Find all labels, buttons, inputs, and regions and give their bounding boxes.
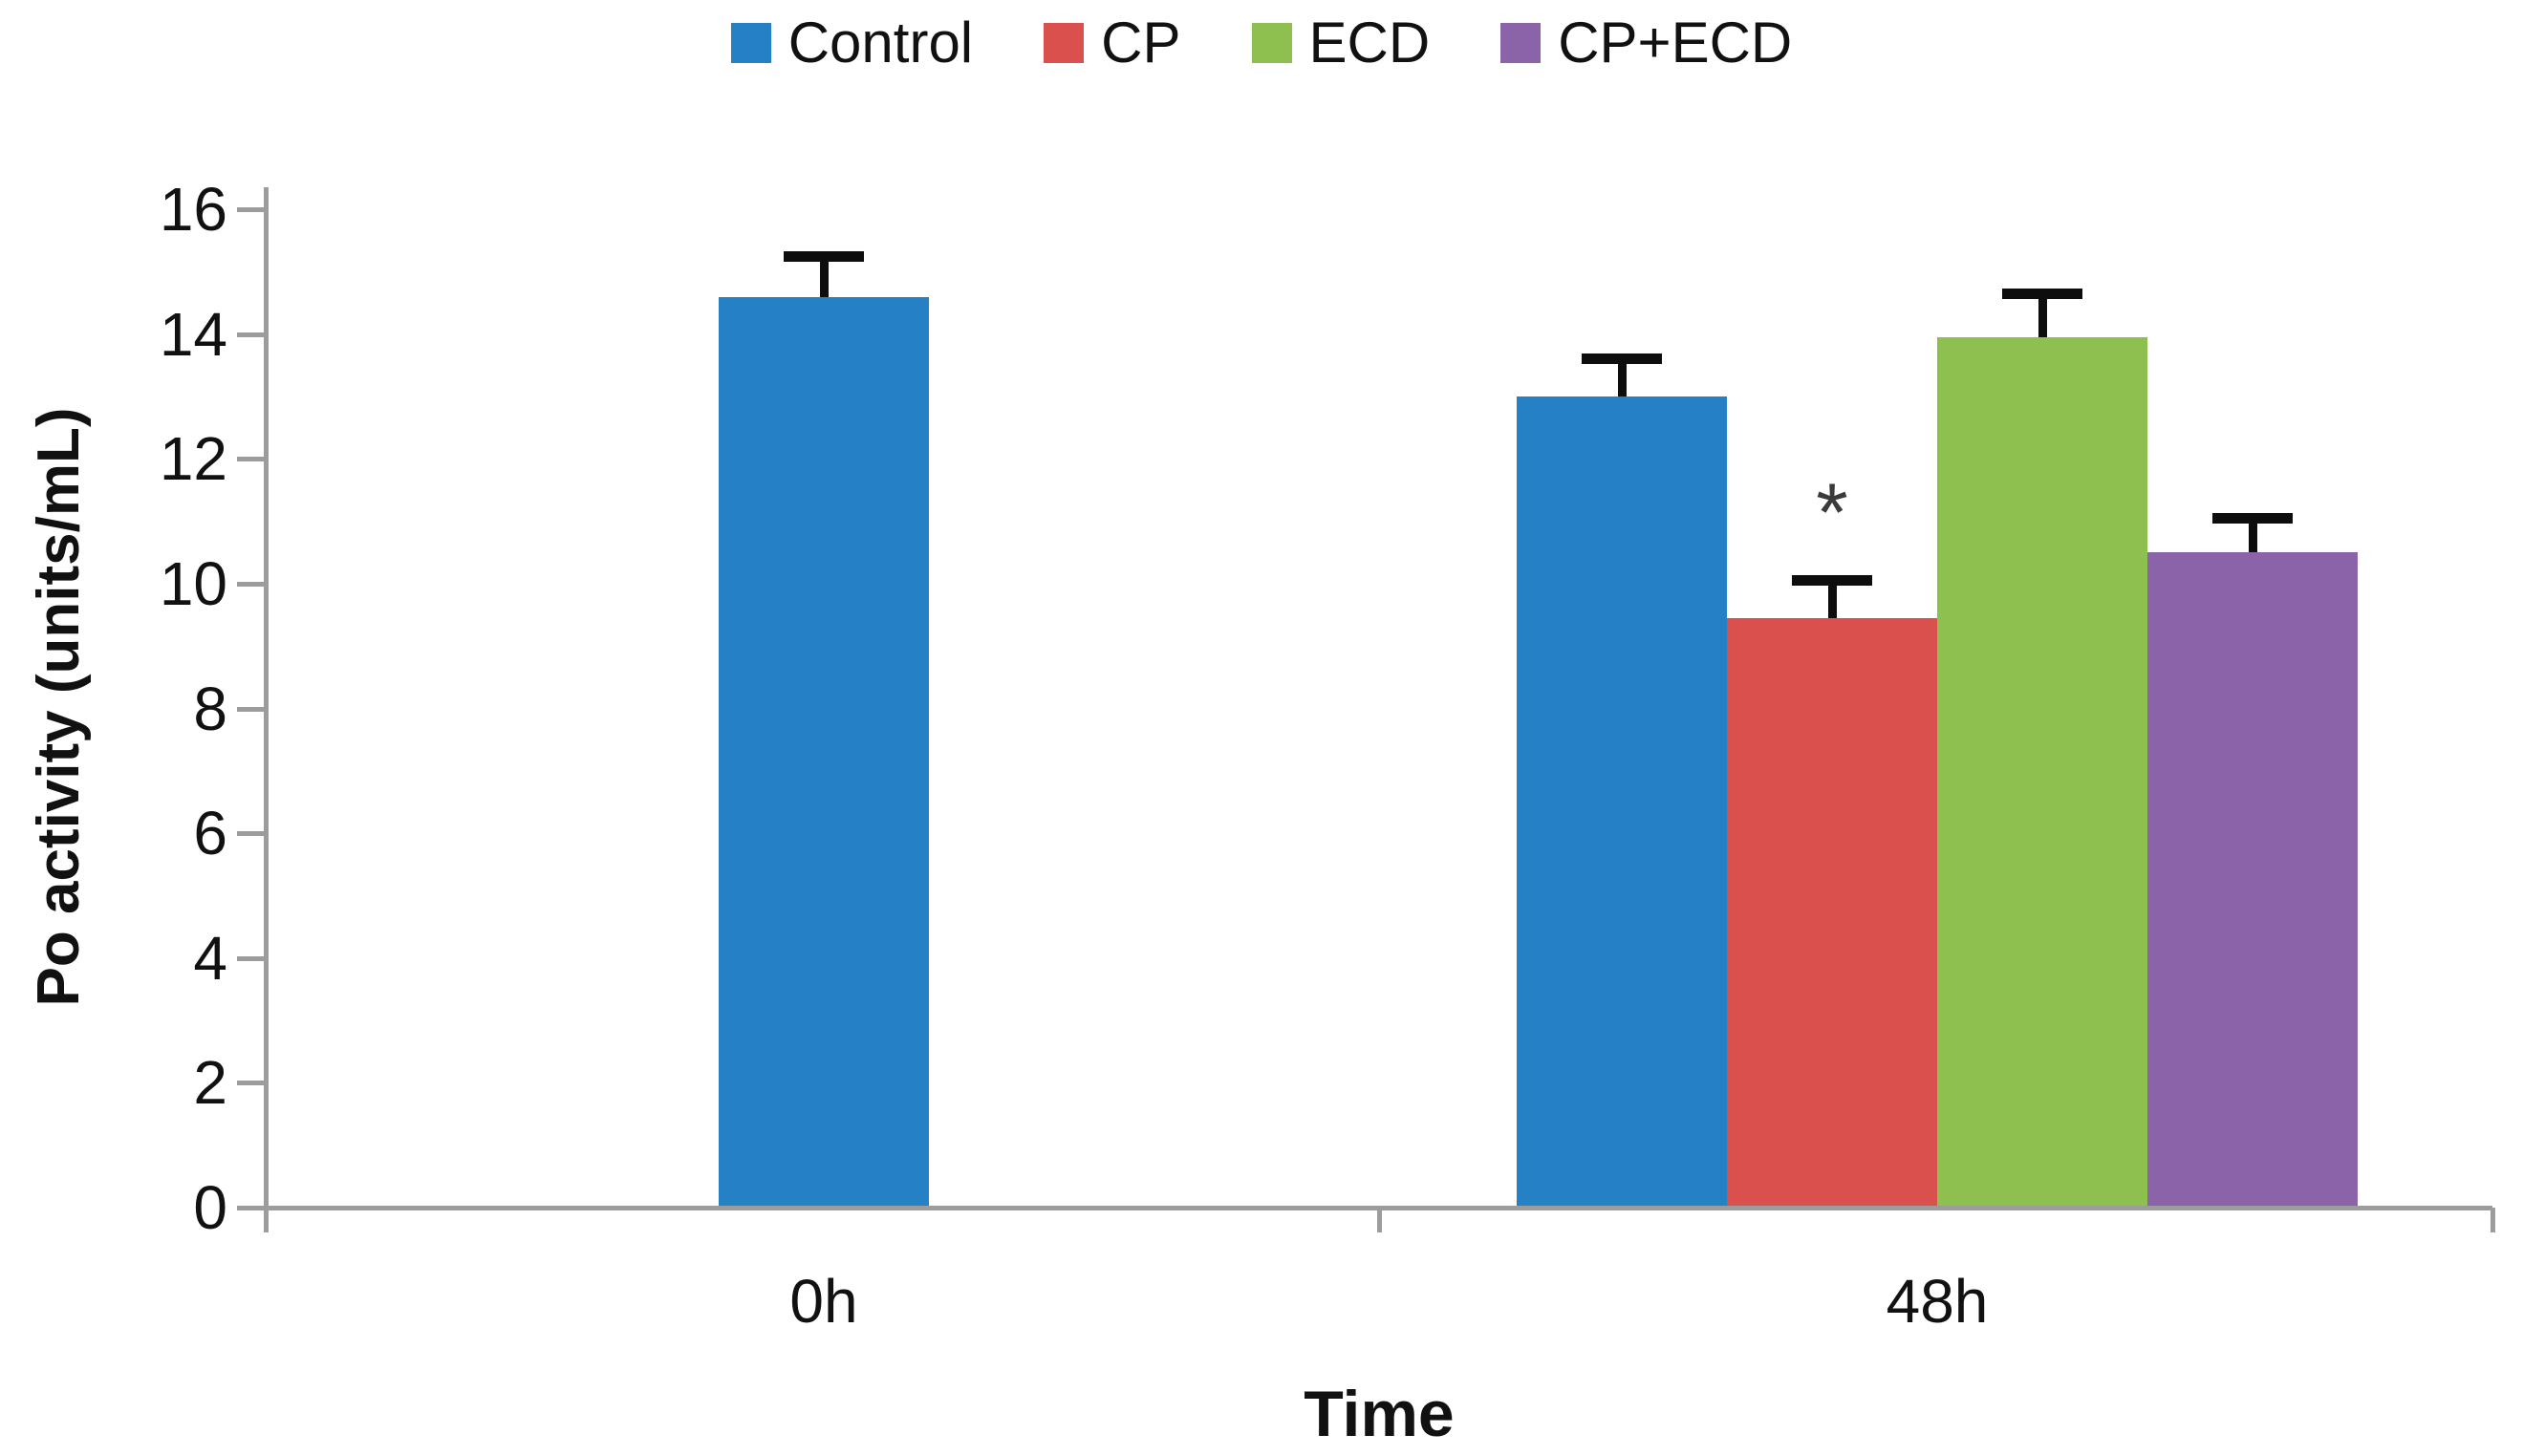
error-bar-line-Control-48h <box>1617 358 1627 397</box>
y-axis-tick <box>237 706 266 712</box>
x-axis-title: Time <box>1304 1378 1455 1450</box>
bar-ECD-48h <box>1937 337 2147 1208</box>
legend-item-ECD: ECD <box>1251 11 1431 75</box>
y-axis-tick-label: 12 <box>159 424 227 494</box>
legend-swatch-icon <box>1251 23 1292 63</box>
bar-CP-48h <box>1727 617 1937 1208</box>
y-axis-tick <box>237 1206 266 1210</box>
error-bar-line-ECD-48h <box>2038 293 2047 338</box>
bar-Control-48h <box>1517 396 1727 1208</box>
legend-swatch-icon <box>730 23 771 63</box>
legend-item-CP: CP <box>1044 11 1181 75</box>
error-bar-line-CP-48h <box>1827 580 1837 618</box>
legend-swatch-icon <box>1500 23 1542 63</box>
y-axis-tick-label: 16 <box>159 175 227 245</box>
error-bar-cap-Control-48h <box>1582 353 1662 365</box>
y-axis-tick <box>237 831 266 837</box>
x-axis-tick <box>264 1208 269 1232</box>
y-axis-tick <box>237 1081 266 1086</box>
error-bar-cap-CP+ECD-48h <box>2212 512 2293 524</box>
legend-label: Control <box>787 11 974 75</box>
error-bar-line-CP+ECD-48h <box>2248 518 2257 553</box>
y-axis-tick <box>237 457 266 462</box>
error-bar-cap-Control-0h <box>784 250 864 262</box>
y-axis-tick-label: 6 <box>193 799 227 868</box>
y-axis-tick-label: 10 <box>159 549 227 618</box>
y-axis-title: Po activity (units/mL) <box>26 407 92 1007</box>
legend-swatch-icon <box>1044 23 1085 63</box>
bar-Control-0h <box>719 296 929 1208</box>
legend-label: CP <box>1101 11 1181 75</box>
y-axis-tick <box>237 332 266 337</box>
y-axis-tick-label: 0 <box>193 1173 227 1242</box>
y-axis-tick-label: 8 <box>193 674 227 743</box>
y-axis-line <box>264 187 269 1210</box>
x-axis-tick <box>1377 1208 1382 1232</box>
legend-item-Control: Control <box>730 11 974 75</box>
legend-label: ECD <box>1308 11 1431 75</box>
y-axis-tick <box>237 582 266 587</box>
bar-CP+ECD-48h <box>2147 552 2358 1208</box>
y-axis-tick-label: 4 <box>193 923 227 993</box>
error-bar-line-Control-0h <box>819 256 829 297</box>
error-bar-cap-ECD-48h <box>2002 288 2082 299</box>
x-axis-tick <box>2491 1208 2495 1232</box>
legend-label: CP+ECD <box>1558 11 1793 75</box>
y-axis-tick <box>237 955 266 961</box>
x-axis-category-label-0h: 0h <box>789 1267 858 1336</box>
chart-legend: Control CP ECD CP+ECD <box>0 10 2523 76</box>
legend-item-CP+ECD: CP+ECD <box>1500 14 1792 72</box>
significance-asterisk: * <box>1816 467 1848 560</box>
x-axis-category-label-48h: 48h <box>1886 1267 1989 1336</box>
y-axis-tick-label: 2 <box>193 1048 227 1118</box>
y-axis-tick-label: 14 <box>159 299 227 369</box>
y-axis-tick <box>237 207 266 213</box>
error-bar-cap-CP-48h <box>1792 575 1872 587</box>
